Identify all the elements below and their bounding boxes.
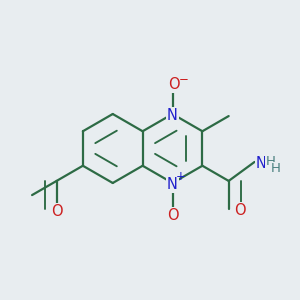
Text: O: O [168,77,180,92]
Text: +: + [176,170,186,183]
Text: O: O [234,203,246,218]
Text: N: N [167,177,178,192]
Text: O: O [167,208,178,223]
Text: −: − [179,73,189,86]
Text: N: N [256,156,267,171]
Text: O: O [51,204,62,219]
Text: H: H [271,162,281,176]
Text: H: H [266,155,276,169]
Text: N: N [167,108,178,123]
